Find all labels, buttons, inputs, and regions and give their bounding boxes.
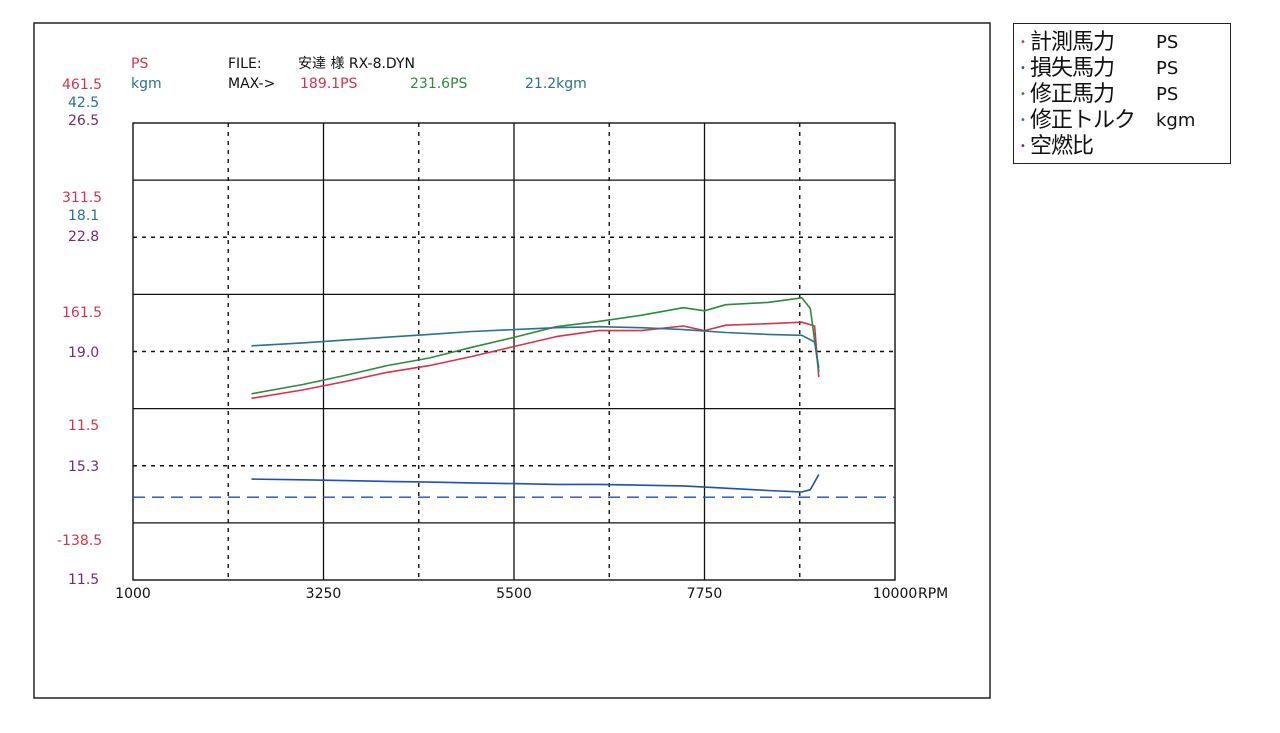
series-line-torque	[251, 325, 820, 368]
series-line-loss	[251, 474, 820, 493]
afr-tick-label: 11.5	[68, 572, 99, 588]
afr-tick-label: 15.3	[68, 459, 99, 475]
afr-tick-label: 19.0	[68, 345, 99, 361]
legend-marker: •	[1020, 63, 1026, 74]
legend-marker: •	[1020, 115, 1026, 126]
series-layer	[133, 296, 895, 498]
legend-label: 修正トルク	[1030, 108, 1136, 133]
x-tick-label: 10000	[873, 586, 918, 602]
afr-tick-label: 26.5	[68, 113, 99, 129]
legend-marker: •	[1020, 37, 1026, 48]
legend-unit: PS	[1156, 84, 1179, 105]
max-corrected-value: 231.6PS	[410, 76, 468, 92]
ps-tick-label: 461.5	[62, 77, 102, 93]
ps-tick-label: 311.5	[62, 190, 102, 206]
legend-item-torque: • 修正トルク kgm	[1020, 108, 1230, 134]
legend-marker: •	[1020, 141, 1026, 152]
max-torque-value: 21.2kgm	[525, 76, 587, 92]
legend-label: 計測馬力	[1030, 30, 1115, 55]
legend-unit: PS	[1156, 58, 1179, 79]
afr-tick-label: 22.8	[68, 229, 99, 245]
max-measured-value: 189.1PS	[300, 76, 358, 92]
file-name: 安達 様 RX-8.DYN	[298, 56, 415, 72]
x-axis-label: RPM	[918, 586, 948, 602]
x-tick-label: 3250	[306, 586, 342, 602]
series-line-measured	[251, 321, 820, 400]
kgm-tick-label: 42.5	[68, 95, 99, 111]
legend-label: 空燃比	[1030, 134, 1094, 159]
ps-tick-label: 161.5	[62, 305, 102, 321]
grid-layer	[133, 123, 895, 580]
unit-kgm-label: kgm	[131, 76, 162, 92]
x-tick-label: 1000	[115, 586, 151, 602]
legend-item-loss: • 損失馬力 PS	[1020, 56, 1230, 82]
legend-unit: kgm	[1156, 110, 1196, 131]
file-label: FILE:	[228, 56, 262, 72]
series-line-corrected	[251, 296, 820, 395]
unit-ps-label: PS	[131, 56, 148, 72]
legend-unit: PS	[1156, 32, 1179, 53]
x-tick-label: 7750	[687, 586, 723, 602]
legend-item-corrected: • 修正馬力 PS	[1020, 82, 1230, 108]
kgm-tick-label: 18.1	[68, 208, 99, 224]
ps-tick-label: 11.5	[68, 418, 99, 434]
legend-marker: •	[1020, 89, 1026, 100]
legend: • 計測馬力 PS • 損失馬力 PS • 修正馬力 PS • 修正トルク kgm • 空燃比	[1013, 23, 1231, 164]
x-tick-label: 5500	[496, 586, 532, 602]
legend-item-measured: • 計測馬力 PS	[1020, 30, 1230, 56]
x-tick-labels: 1000 3250 5500 7750 10000	[115, 586, 917, 602]
legend-label: 修正馬力	[1030, 82, 1115, 107]
legend-item-afr: • 空燃比	[1020, 134, 1230, 160]
chart-frame	[33, 22, 991, 699]
legend-label: 損失馬力	[1030, 56, 1115, 81]
ps-tick-label: -138.5	[57, 533, 102, 549]
max-label: MAX->	[228, 76, 275, 92]
